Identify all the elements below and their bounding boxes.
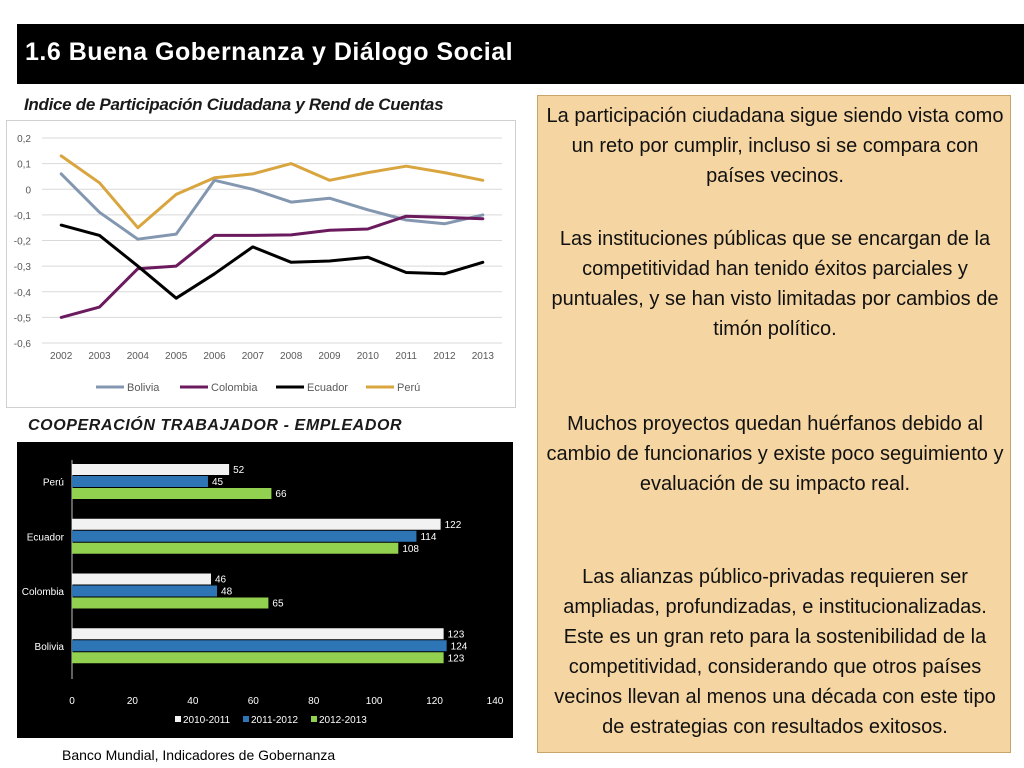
series-line-ecuador (59, 223, 485, 300)
line-x-tick-label: 2004 (127, 351, 150, 362)
commentary-paragraph-4: Las alianzas público-privadas requieren … (554, 566, 996, 738)
bar-bolivia-2011-2012 (72, 640, 447, 652)
bar-ecuador-2010-2011 (72, 518, 441, 530)
bar-peru-2011-2012 (72, 476, 208, 487)
line-x-tick-label: 2008 (280, 351, 303, 362)
bar-legend-label-2010-2011: 2010-2011 (183, 715, 231, 726)
line-x-tick-label: 2010 (357, 351, 380, 362)
line-y-tick-label: -0,3 (14, 262, 32, 273)
bar-value-label: 52 (233, 465, 245, 476)
commentary-box: La participación ciudadana sigue siendo … (537, 95, 1011, 753)
bar-value-label: 66 (275, 489, 287, 500)
series-line-bolivia (59, 172, 485, 241)
commentary-paragraph-2: Las instituciones públicas que se encarg… (551, 228, 999, 340)
bar-legend-swatch-2010-2011 (175, 716, 181, 722)
series-line-peru (59, 154, 485, 230)
bar-category-label: Bolivia (35, 642, 65, 653)
line-y-tick-label: 0 (25, 185, 31, 196)
line-x-tick-label: 2009 (318, 351, 341, 362)
line-chart: 0,2 0,1 0 -0,1 -0,2 -0,3 -0,4 -0,5 -0,6 2002 2003 2… (6, 120, 516, 408)
bar-chart-title: COOPERACIÓN TRABAJADOR - EMPLEADOR (28, 417, 403, 434)
bar-value-label: 46 (215, 575, 227, 586)
bar-bolivia-2012-2013 (72, 652, 444, 664)
commentary-paragraph-1: La participación ciudadana sigue siendo … (546, 105, 1004, 187)
line-y-tick-label: -0,4 (14, 288, 32, 299)
line-chart-title: Indice de Participación Ciudadana y Rend… (24, 95, 444, 114)
page-title: 1.6 Buena Gobernanza y Diálogo Social (25, 38, 514, 66)
bar-x-tick-label: 20 (127, 696, 139, 707)
bar-value-label: 124 (451, 641, 468, 652)
line-y-tick-label: -0,5 (14, 313, 32, 324)
bar-x-tick-label: 80 (308, 696, 320, 707)
line-y-tick-label: -0,6 (14, 339, 32, 350)
bar-x-tick-label: 100 (366, 696, 383, 707)
bar-category-label: Perú (43, 478, 64, 489)
legend-label-ecuador: Ecuador (307, 382, 348, 394)
bar-colombia-2011-2012 (72, 585, 218, 597)
bar-legend-label-2011-2012: 2011-2012 (251, 715, 299, 726)
bar-x-tick-label: 40 (187, 696, 199, 707)
bar-ecuador-2011-2012 (72, 530, 417, 542)
bar-x-tick-label: 60 (248, 696, 260, 707)
line-y-tick-label: 0,1 (17, 160, 31, 171)
bar-value-label: 108 (402, 544, 419, 555)
legend-label-bolivia: Bolivia (127, 382, 160, 394)
line-chart-frame (6, 120, 516, 408)
bar-category-label: Colombia (22, 587, 65, 598)
line-x-tick-label: 2012 (433, 351, 456, 362)
line-x-tick-label: 2011 (395, 351, 417, 362)
bar-x-tick-label: 0 (69, 696, 75, 707)
line-y-tick-label: 0,2 (17, 134, 31, 145)
bar-value-label: 114 (420, 532, 436, 543)
bar-value-label: 48 (221, 587, 233, 598)
line-y-tick-label: -0,1 (14, 211, 32, 222)
bar-value-label: 123 (448, 653, 465, 664)
line-x-tick-label: 2003 (88, 351, 111, 362)
line-x-tick-label: 2002 (50, 351, 73, 362)
legend-label-colombia: Colombia (211, 382, 258, 394)
series-line-colombia (59, 214, 485, 319)
line-x-tick-label: 2013 (472, 351, 495, 362)
bar-value-label: 123 (448, 629, 465, 640)
bar-legend-swatch-2011-2012 (243, 716, 249, 722)
commentary-paragraph-3: Muchos proyectos quedan huérfanos debido… (546, 413, 1004, 495)
line-y-tick-label: -0,2 (14, 237, 32, 248)
legend-label-peru: Perú (397, 382, 420, 394)
line-x-tick-label: 2005 (165, 351, 188, 362)
bar-bolivia-2010-2011 (72, 628, 444, 640)
bar-ecuador-2012-2013 (72, 542, 399, 554)
bar-category-label: Ecuador (27, 532, 65, 543)
bar-legend-swatch-2012-2013 (311, 716, 317, 722)
bar-legend-label-2012-2013: 2012-2013 (319, 715, 367, 726)
bar-value-label: 122 (445, 520, 462, 531)
bar-x-tick-label: 140 (487, 696, 504, 707)
bar-x-tick-label: 120 (426, 696, 443, 707)
bar-value-label: 45 (212, 477, 224, 488)
bar-peru-2012-2013 (72, 488, 272, 499)
bar-colombia-2012-2013 (72, 597, 269, 609)
line-x-tick-label: 2007 (242, 351, 265, 362)
bar-colombia-2010-2011 (72, 573, 211, 585)
bar-value-label: 65 (272, 599, 284, 610)
header-bar: 1.6 Buena Gobernanza y Diálogo Social (17, 24, 1024, 84)
line-x-tick-label: 2006 (203, 351, 226, 362)
bar-peru-2010-2011 (72, 464, 230, 475)
source-note: Banco Mundial, Indicadores de Gobernanza (62, 747, 336, 763)
